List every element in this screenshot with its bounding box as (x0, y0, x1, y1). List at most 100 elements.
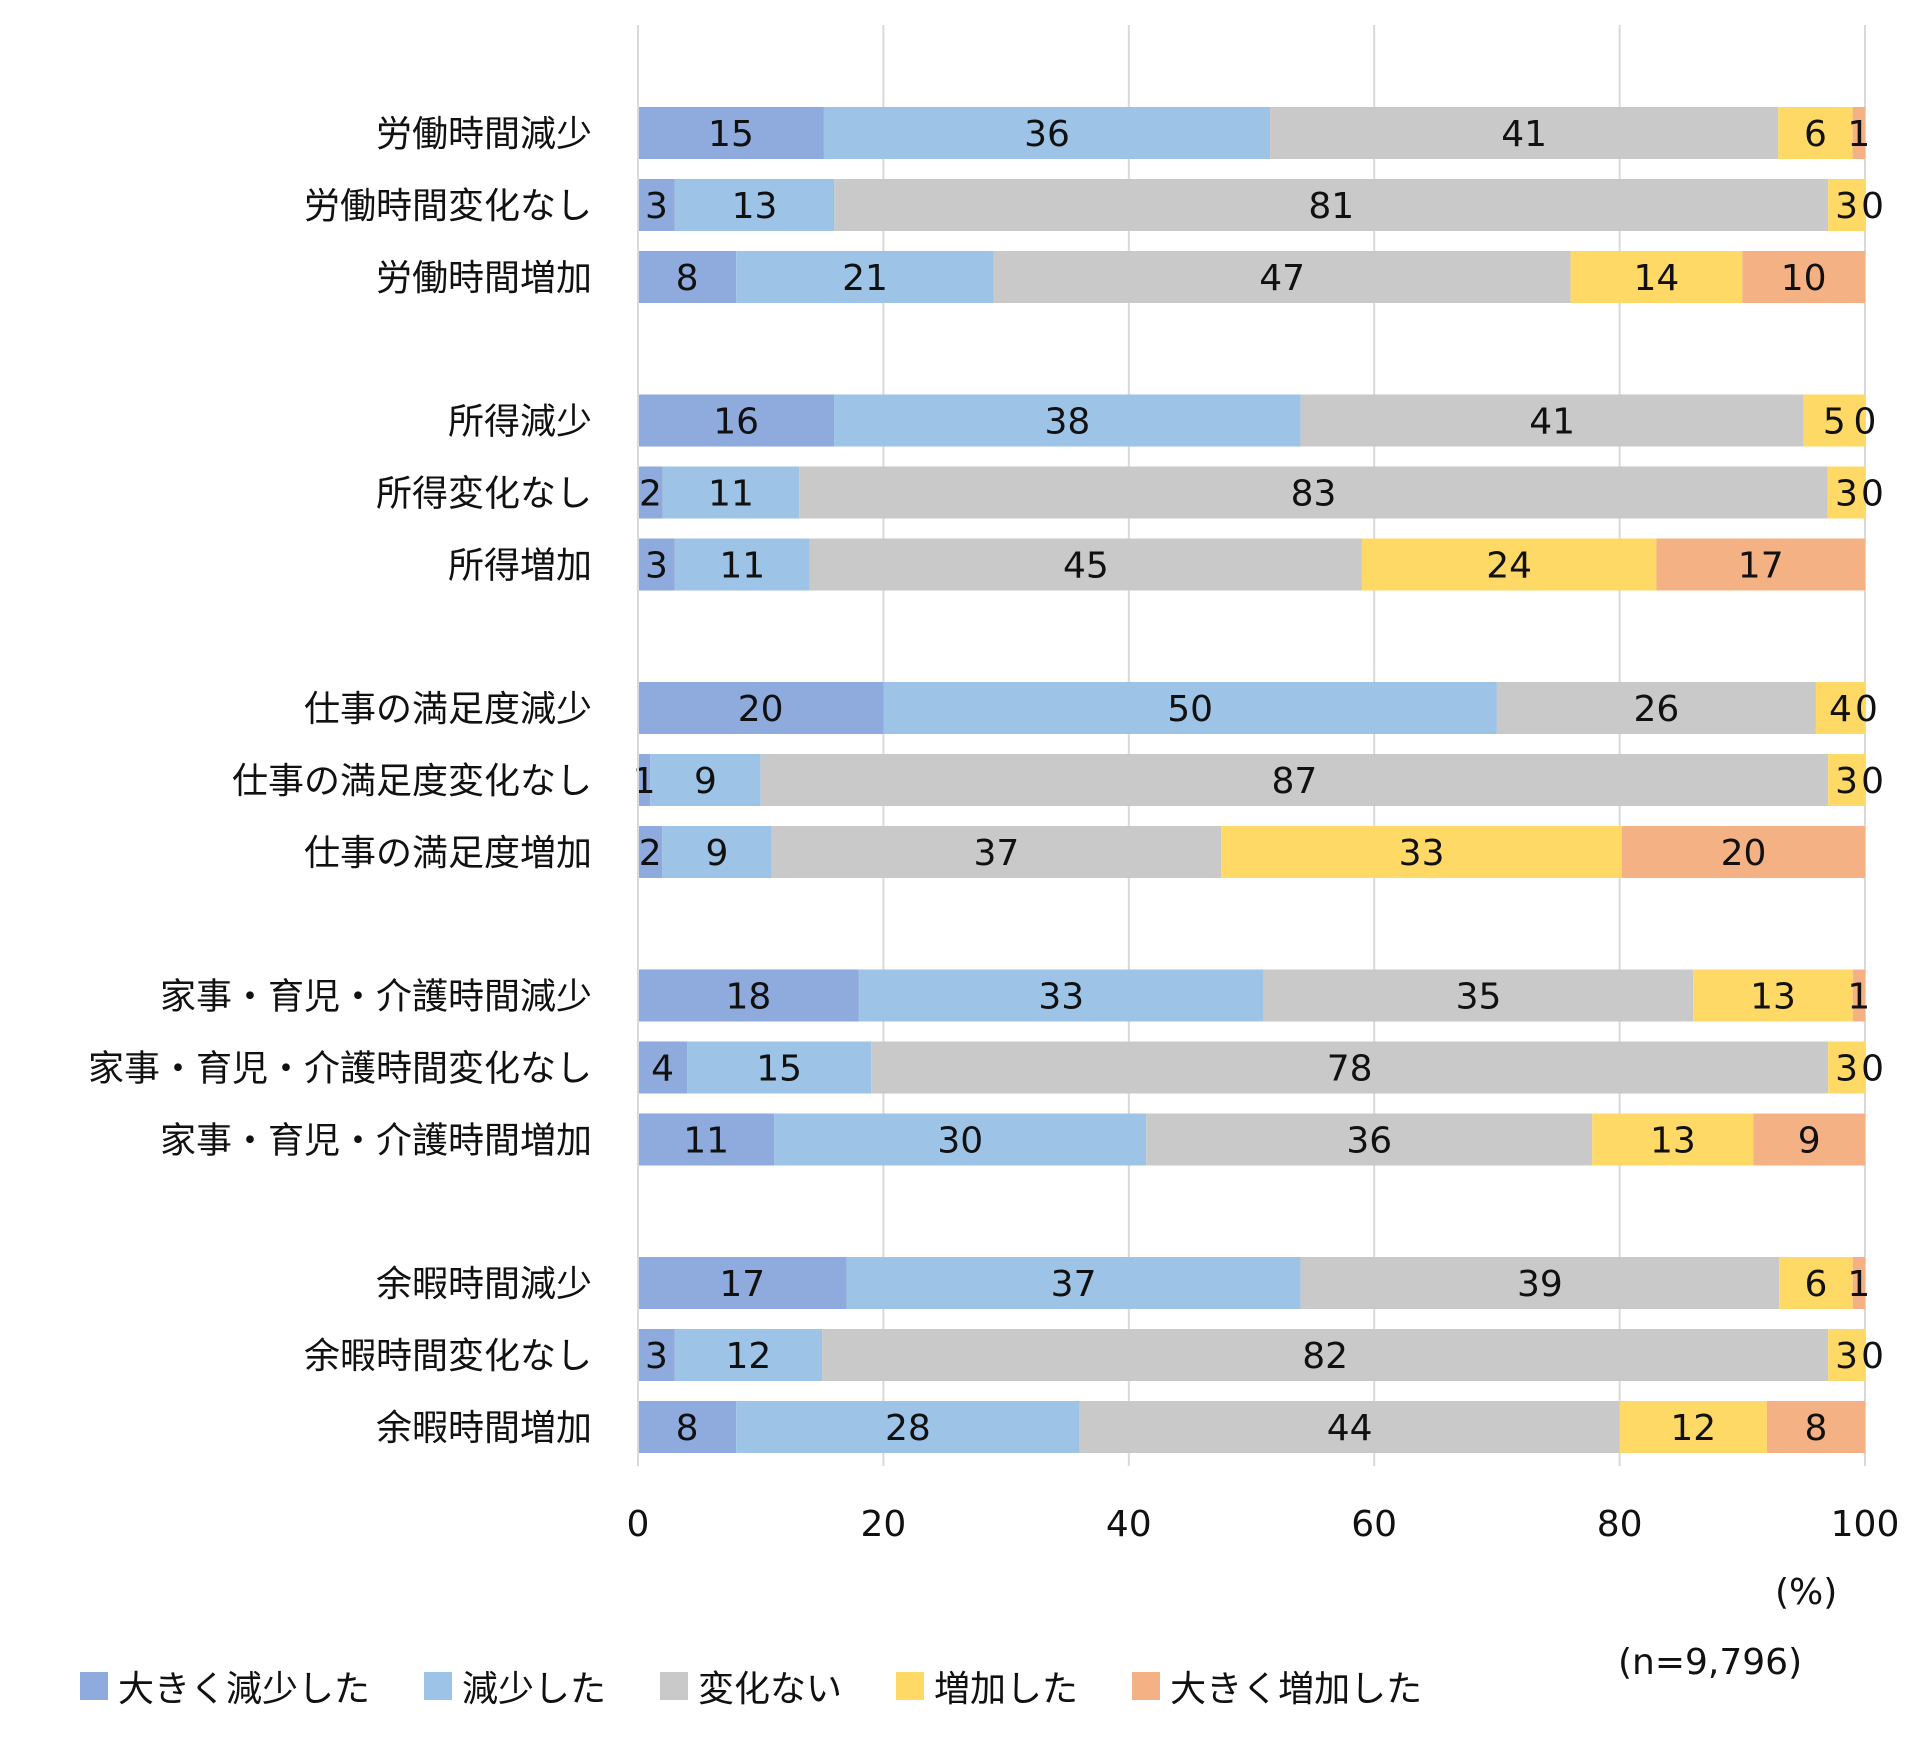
bar-segment (834, 179, 1829, 231)
legend-label: 減少した (462, 1669, 607, 1710)
data-label: 9 (1798, 1121, 1821, 1162)
data-label: 17 (1738, 546, 1784, 587)
bar-segment (638, 394, 835, 447)
bar-segment (993, 251, 1571, 303)
data-label: 2 (639, 833, 662, 874)
bar-segment (687, 1041, 872, 1094)
bar-segment (1300, 1257, 1780, 1309)
category-label: 家事・育児・介護時間変化なし (88, 1049, 592, 1090)
data-label: 47 (1259, 258, 1305, 299)
bar-segment (736, 1401, 1080, 1453)
data-label: 2 (639, 474, 662, 515)
x-axis-unit: (%) (1775, 1572, 1838, 1613)
data-label: 33 (1399, 833, 1445, 874)
data-label: 3 (645, 186, 668, 227)
data-label: 15 (756, 1049, 802, 1090)
legend-swatch (660, 1672, 689, 1700)
data-label: 45 (1063, 546, 1109, 587)
bar-segment (638, 1113, 775, 1166)
data-label: 13 (1750, 977, 1796, 1018)
legend-item: 大きく増加した (1132, 1660, 1422, 1712)
data-label: 14 (1634, 258, 1680, 299)
data-label: 0 (1861, 761, 1884, 802)
legend-swatch (424, 1672, 453, 1700)
bar-segment (638, 251, 737, 303)
data-label: 16 (713, 402, 759, 443)
category-label: 余暇時間減少 (376, 1264, 592, 1305)
category-label: 仕事の満足度増加 (304, 833, 592, 874)
bar-segment (662, 466, 800, 519)
legend-label: 大きく増加した (1170, 1669, 1423, 1710)
bar-segment (799, 466, 1828, 519)
bar-segment (1570, 251, 1743, 303)
data-label: 8 (676, 258, 699, 299)
data-label: 12 (726, 1336, 772, 1377)
bar-segment (1779, 1257, 1853, 1309)
legend-item: 減少した (424, 1660, 606, 1712)
data-label: 4 (1829, 689, 1852, 730)
data-label: 41 (1529, 402, 1575, 443)
bar-segment (650, 754, 761, 806)
bar-segment (638, 1257, 847, 1309)
sample-size-note: (n=9,796) (1618, 1642, 1803, 1683)
data-label: 0 (1861, 474, 1884, 515)
legend-swatch (896, 1672, 925, 1700)
data-label: 8 (1804, 1408, 1827, 1449)
data-label: 6 (1804, 114, 1827, 155)
bar-segment (638, 538, 675, 591)
data-label: 36 (1346, 1121, 1392, 1162)
data-label: 3 (645, 1336, 668, 1377)
data-label: 1 (1847, 1264, 1870, 1305)
bar-segment (638, 1401, 737, 1453)
bar-segment (834, 394, 1301, 447)
category-label: 労働時間変化なし (304, 186, 592, 227)
bar-segment (1361, 538, 1657, 591)
legend-label: 大きく減少した (118, 1669, 371, 1710)
data-label: 39 (1517, 1264, 1563, 1305)
data-label: 18 (726, 977, 772, 1018)
bar-segment (736, 251, 994, 303)
data-label: 9 (694, 761, 717, 802)
data-label: 1 (1847, 114, 1870, 155)
x-tick-label: 40 (1106, 1504, 1152, 1545)
data-label: 36 (1024, 114, 1070, 155)
data-label: 30 (937, 1121, 983, 1162)
data-label: 4 (651, 1049, 674, 1090)
bar-segment (674, 538, 810, 591)
bar-segment (1753, 1113, 1865, 1166)
bar-segment (674, 179, 835, 231)
bar-segment (1778, 107, 1853, 159)
bar-segment (1828, 1041, 1865, 1094)
category-label: 労働時間増加 (376, 258, 592, 299)
data-label: 20 (1721, 833, 1767, 874)
data-label: 26 (1634, 689, 1680, 730)
bar-segment (638, 1041, 688, 1094)
data-label: 6 (1804, 1264, 1827, 1305)
bar-segment (1146, 1113, 1593, 1166)
bar-segment (1828, 754, 1865, 806)
data-label: 8 (676, 1408, 699, 1449)
data-label: 37 (973, 833, 1019, 874)
legend: 大きく減少した 減少した 変化ない 増加した 大きく増加した (80, 1660, 1476, 1712)
data-label: 78 (1327, 1049, 1373, 1090)
bar-segment (1852, 1257, 1865, 1309)
data-label: 9 (706, 833, 729, 874)
category-label: 仕事の満足度変化なし (232, 761, 592, 802)
x-tick-label: 100 (1831, 1504, 1900, 1545)
data-label: 24 (1486, 546, 1532, 587)
bar-segment (1221, 826, 1623, 878)
data-label: 13 (732, 186, 778, 227)
category-label: 仕事の満足度減少 (304, 689, 592, 730)
legend-swatch (1132, 1672, 1161, 1700)
bar-segment (1656, 538, 1865, 591)
data-label: 3 (1835, 1336, 1858, 1377)
category-label: 所得変化なし (376, 474, 592, 515)
bar-segment (1815, 682, 1865, 734)
data-label: 11 (683, 1121, 729, 1162)
legend-item: 大きく減少した (80, 1660, 370, 1712)
data-label: 35 (1456, 977, 1502, 1018)
data-label: 1 (633, 761, 656, 802)
data-label: 15 (708, 114, 754, 155)
data-label: 44 (1327, 1408, 1373, 1449)
data-label: 20 (738, 689, 784, 730)
